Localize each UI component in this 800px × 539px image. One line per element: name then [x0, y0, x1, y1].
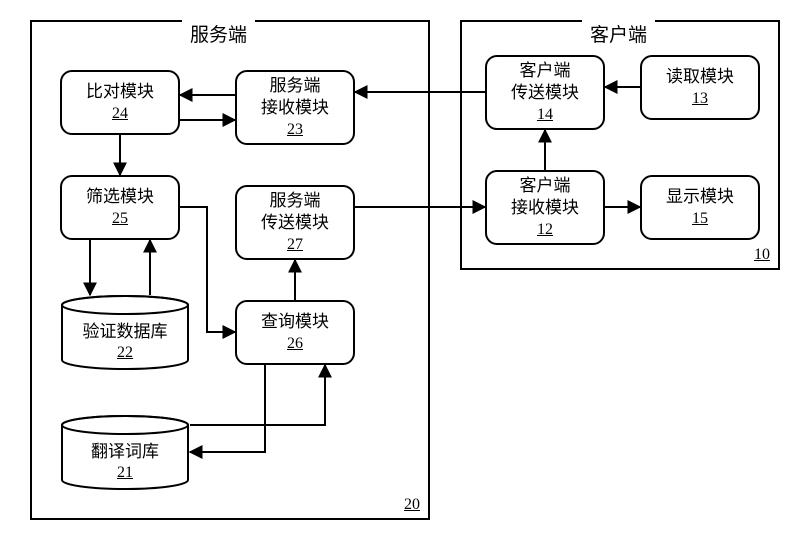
node-filter: 筛选模块 25 — [60, 175, 180, 240]
node-srv-send-label1: 服务端 — [270, 190, 321, 211]
node-srv-send: 服务端 传送模块 27 — [235, 185, 355, 260]
cylinder-verify-db: 验证数据库 22 — [60, 295, 190, 370]
group-client-ref: 10 — [754, 246, 770, 264]
cylinder-dict-db-ref: 21 — [117, 464, 133, 481]
node-query-ref: 26 — [287, 334, 303, 354]
node-cli-recv-label2: 接收模块 — [511, 197, 579, 218]
node-display: 显示模块 15 — [640, 175, 760, 240]
node-cli-send-label1: 客户端 — [520, 60, 571, 81]
node-query-label: 查询模块 — [261, 311, 329, 332]
node-srv-send-label2: 传送模块 — [261, 212, 329, 233]
node-display-label: 显示模块 — [666, 186, 734, 207]
group-server-title: 服务端 — [182, 20, 255, 47]
node-cli-send-label2: 传送模块 — [511, 82, 579, 103]
node-cli-recv-ref: 12 — [537, 220, 553, 240]
node-display-ref: 15 — [692, 209, 708, 229]
node-read: 读取模块 13 — [640, 55, 760, 120]
node-cli-send-ref: 14 — [537, 105, 553, 125]
group-server-ref: 20 — [404, 496, 420, 514]
node-cli-send: 客户端 传送模块 14 — [485, 55, 605, 130]
node-filter-ref: 25 — [112, 209, 128, 229]
node-srv-send-ref: 27 — [287, 235, 303, 255]
node-srv-recv-label2: 接收模块 — [261, 97, 329, 118]
node-srv-recv: 服务端 接收模块 23 — [235, 70, 355, 145]
node-read-label: 读取模块 — [666, 66, 734, 87]
cylinder-verify-db-label: 验证数据库 — [83, 322, 168, 341]
cylinder-dict-db-label: 翻译词库 — [91, 442, 159, 461]
node-read-ref: 13 — [692, 89, 708, 109]
node-srv-recv-ref: 23 — [287, 120, 303, 140]
diagram-canvas: 服务端 20 客户端 10 比对模块 24 筛选模块 25 服务端 接收模块 2… — [0, 0, 800, 539]
group-client-title: 客户端 — [582, 20, 655, 47]
node-filter-label: 筛选模块 — [86, 186, 154, 207]
node-srv-recv-label1: 服务端 — [270, 75, 321, 96]
node-cli-recv-label1: 客户端 — [520, 175, 571, 196]
cylinder-dict-db: 翻译词库 21 — [60, 415, 190, 490]
cylinder-verify-db-ref: 22 — [117, 344, 133, 361]
node-compare: 比对模块 24 — [60, 70, 180, 135]
node-compare-ref: 24 — [112, 104, 128, 124]
node-cli-recv: 客户端 接收模块 12 — [485, 170, 605, 245]
node-query: 查询模块 26 — [235, 300, 355, 365]
node-compare-label: 比对模块 — [86, 81, 154, 102]
